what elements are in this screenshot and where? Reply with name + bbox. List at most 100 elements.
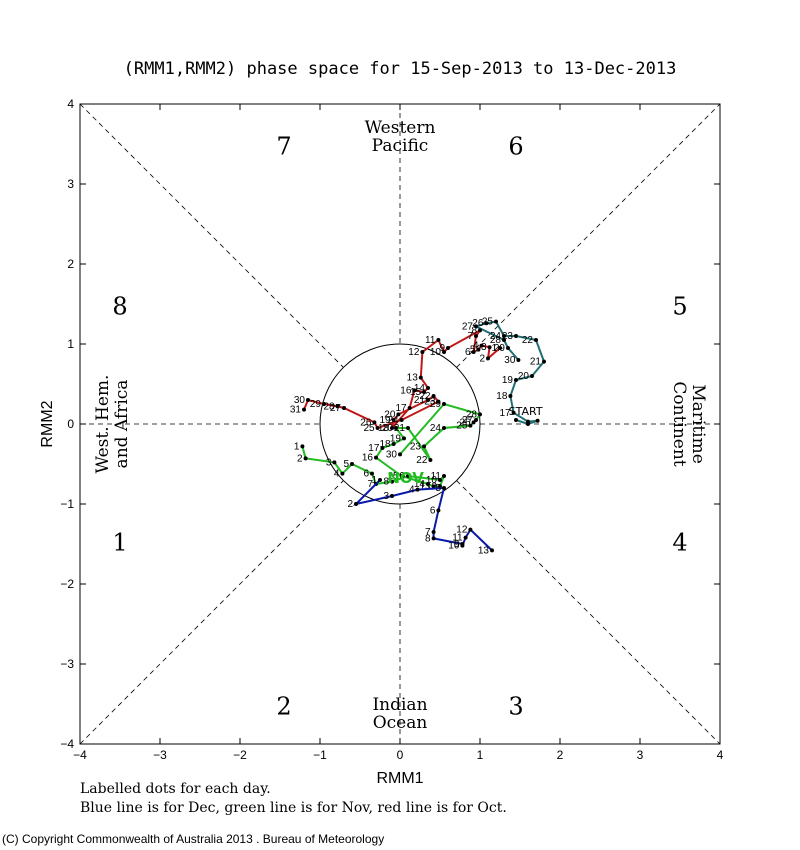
day-label: 28 <box>490 335 502 346</box>
day-label: 21 <box>530 357 542 368</box>
day-dot <box>468 527 473 532</box>
series-nov: 1234567891011121314151617181920212223242… <box>294 399 482 492</box>
day-label: 31 <box>290 405 302 416</box>
day-label: 9 <box>454 539 460 550</box>
day-label: 21 <box>394 423 406 434</box>
day-dot <box>484 321 489 326</box>
day-dot <box>391 442 396 446</box>
region-label-right-line1: Maritime <box>688 384 708 464</box>
diagonal-guide <box>456 103 721 368</box>
day-dot <box>511 410 516 415</box>
day-dot <box>494 319 498 324</box>
day-label: 27 <box>462 415 474 426</box>
day-dot <box>420 350 425 354</box>
phase-number: 1 <box>112 529 127 557</box>
day-dot <box>396 412 401 417</box>
day-label: 14 <box>414 383 426 394</box>
day-label: 13 <box>407 373 419 384</box>
day-label: 15 <box>387 471 399 482</box>
day-dot <box>375 426 380 430</box>
day-dot <box>534 338 538 342</box>
day-label: 5 <box>470 345 476 356</box>
y-tick-label: −2 <box>60 577 74 591</box>
day-label: 8 <box>383 477 389 488</box>
x-tick-label: 1 <box>477 748 484 762</box>
y-axis-title: RMM2 <box>39 400 56 447</box>
day-label: 9 <box>439 343 445 354</box>
day-dot <box>474 334 478 338</box>
day-dot <box>422 444 426 449</box>
day-dot <box>412 388 417 393</box>
day-label: 10 <box>426 475 438 486</box>
y-tick-label: −4 <box>60 737 74 751</box>
day-dot <box>378 478 382 482</box>
day-dot <box>372 420 377 425</box>
day-dot <box>478 328 482 333</box>
day-label: 12 <box>456 525 468 536</box>
day-dot <box>508 394 513 398</box>
day-label: 22 <box>416 455 428 466</box>
day-dot <box>332 460 337 465</box>
day-dot <box>350 462 354 466</box>
day-dot <box>474 324 478 329</box>
day-label: 16 <box>362 453 374 464</box>
day-label: 11 <box>425 335 436 346</box>
phase-number: 7 <box>276 133 291 161</box>
day-dot <box>442 402 446 406</box>
y-tick-label: 0 <box>67 417 74 431</box>
day-dot <box>418 375 423 380</box>
day-dot <box>426 482 430 486</box>
day-label: 10 <box>430 347 442 358</box>
day-label: 1 <box>294 441 300 452</box>
day-label: 22 <box>419 391 431 402</box>
day-dot <box>398 452 402 457</box>
day-dot <box>468 423 473 428</box>
day-label: 4 <box>409 485 415 496</box>
day-label: 19 <box>390 433 402 444</box>
day-dot <box>506 346 510 350</box>
region-label-bottom-line2: Ocean <box>373 713 428 733</box>
day-dot <box>426 386 430 390</box>
x-tick-label: 3 <box>637 748 644 762</box>
day-label: 10 <box>448 541 460 552</box>
day-dot <box>370 471 374 476</box>
day-label: 13 <box>478 545 490 556</box>
day-label: 30 <box>294 395 306 406</box>
day-label: 24 <box>387 415 399 426</box>
day-dot <box>431 536 436 541</box>
day-label: 23 <box>424 397 436 408</box>
day-label: 6 <box>363 469 369 480</box>
day-dot <box>300 444 305 449</box>
day-dot <box>402 436 406 441</box>
day-dot <box>431 484 436 489</box>
day-label: 19 <box>379 415 391 426</box>
region-label-bottom-line1: Indian <box>372 695 427 715</box>
day-label: 12 <box>408 347 420 358</box>
day-label: 16 <box>400 385 412 396</box>
day-dot <box>342 406 346 410</box>
day-label: 28 <box>323 401 335 412</box>
series-oct: 1234567891011121314151617181920212223242… <box>290 325 502 434</box>
day-dot <box>487 345 492 350</box>
day-dot <box>426 398 430 402</box>
day-label: 29 <box>430 399 442 410</box>
day-label: 22 <box>522 335 534 346</box>
day-label: 8 <box>471 325 477 336</box>
copyright-notice: (C) Copyright Commonwealth of Australia … <box>2 832 384 846</box>
y-tick-label: 1 <box>67 337 74 351</box>
day-label: 20 <box>384 409 396 420</box>
day-dot <box>303 456 308 461</box>
day-dot <box>422 390 426 394</box>
day-dot <box>406 426 410 430</box>
day-dot <box>446 346 450 350</box>
day-label: 8 <box>425 533 431 544</box>
day-dot <box>471 350 476 354</box>
region-label-left-line1: West. Hem. <box>93 375 113 474</box>
y-tick-label: −3 <box>60 657 74 671</box>
x-axis-title: RMM1 <box>376 770 423 787</box>
day-dot <box>394 426 398 430</box>
day-dot <box>514 378 518 382</box>
day-dot <box>498 346 502 350</box>
day-label: 26 <box>360 417 372 428</box>
